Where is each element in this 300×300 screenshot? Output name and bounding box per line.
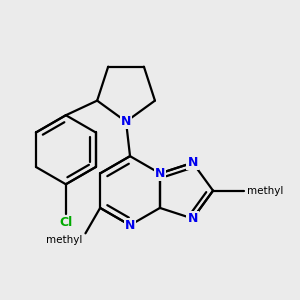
Text: N: N: [188, 212, 198, 225]
Text: methyl: methyl: [46, 235, 83, 245]
Text: N: N: [188, 156, 198, 169]
Text: N: N: [121, 115, 131, 128]
Text: methyl: methyl: [247, 186, 283, 196]
Text: N: N: [155, 167, 165, 180]
Text: N: N: [125, 219, 135, 232]
Text: Cl: Cl: [59, 216, 73, 229]
